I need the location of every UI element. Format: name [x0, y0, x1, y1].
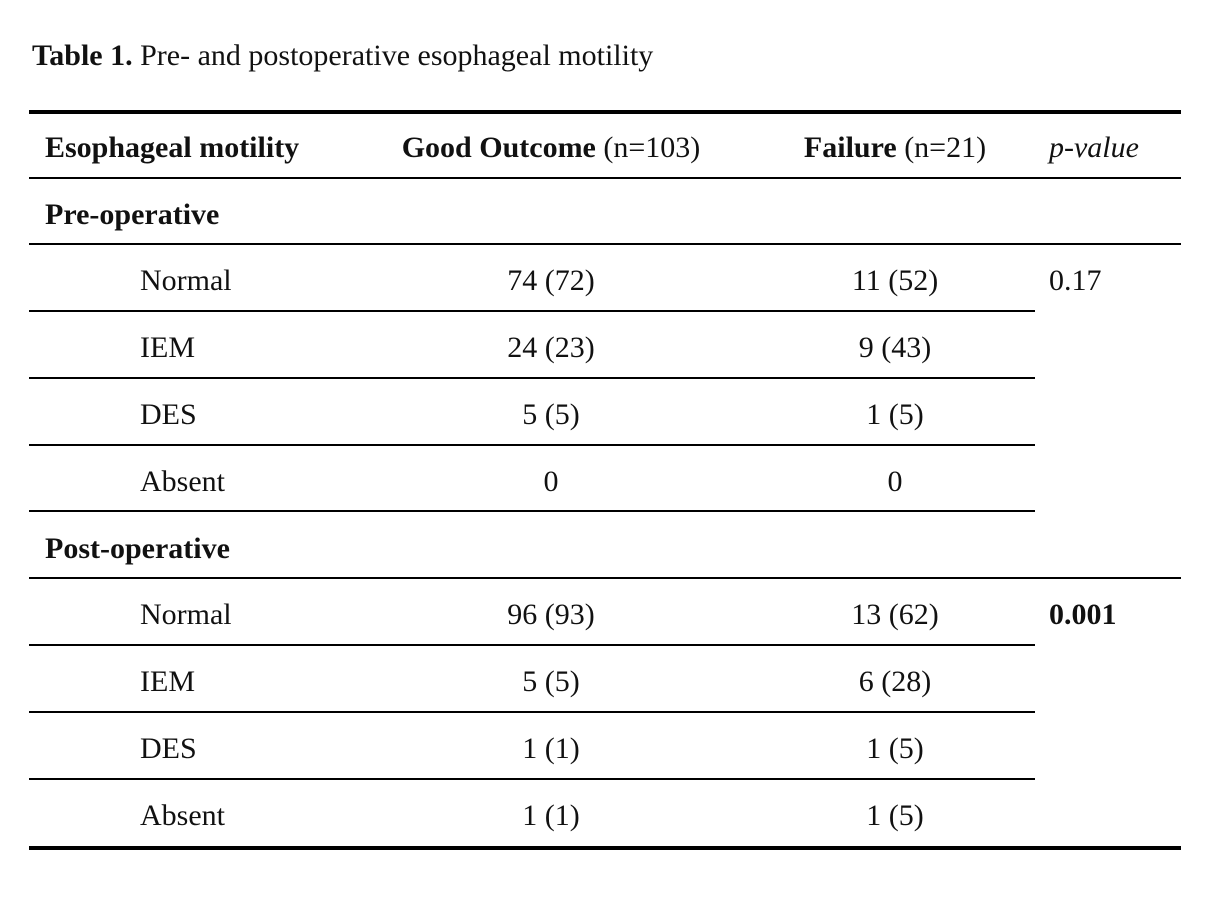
row-rule [29, 310, 1035, 312]
header-rule [29, 177, 1181, 179]
p-value-post-operative: 0.001 [1049, 598, 1117, 631]
header-failure: Failure (n=21) [804, 129, 986, 167]
row-label: Absent [140, 465, 225, 498]
table-caption-text: Pre- and postoperative esophageal motili… [140, 39, 654, 72]
row-good-outcome: 24 (23) [507, 331, 595, 364]
row-good-outcome: 1 (1) [522, 799, 580, 832]
row-label: Normal [140, 598, 232, 631]
p-value-pre-operative: 0.17 [1049, 264, 1102, 297]
row-rule [29, 711, 1035, 713]
row-good-outcome: 5 (5) [522, 398, 580, 431]
row-label: DES [140, 398, 197, 431]
row-failure: 9 (43) [858, 331, 932, 364]
row-failure: 1 (5) [866, 799, 924, 832]
row-good-outcome: 1 (1) [522, 732, 580, 765]
header-p-value: p-value [1049, 131, 1139, 164]
section-title-pre-operative: Pre-operative [45, 198, 220, 231]
table-caption-label: Table 1. [32, 39, 133, 72]
row-good-outcome: 74 (72) [507, 264, 595, 297]
header-failure-label: Failure [803, 131, 897, 164]
row-failure: 6 (28) [858, 665, 932, 698]
row-failure: 1 (5) [866, 732, 924, 765]
row-good-outcome: 0 [543, 465, 559, 498]
row-label: IEM [140, 331, 195, 364]
section-rule [29, 577, 1181, 579]
header-good-outcome: Good Outcome (n=103) [402, 129, 701, 167]
bottom-rule [29, 846, 1181, 850]
motility-table: Esophageal motility Good Outcome (n=103)… [29, 110, 1181, 850]
row-label: Absent [140, 799, 225, 832]
row-label: Normal [140, 264, 232, 297]
row-good-outcome: 5 (5) [522, 665, 580, 698]
top-rule [29, 110, 1181, 114]
row-label: IEM [140, 665, 195, 698]
row-failure: 13 (62) [851, 598, 939, 631]
row-rule [29, 778, 1035, 780]
row-failure: 11 (52) [851, 264, 939, 297]
header-good-outcome-label: Good Outcome [401, 131, 596, 164]
row-failure: 1 (5) [866, 398, 924, 431]
row-rule [29, 444, 1035, 446]
row-rule [29, 377, 1035, 379]
row-rule [29, 644, 1035, 646]
row-good-outcome: 96 (93) [507, 598, 595, 631]
section-rule [29, 243, 1181, 245]
header-failure-n: (n=21) [896, 131, 987, 164]
row-failure: 0 [887, 465, 903, 498]
header-good-outcome-n: (n=103) [595, 131, 701, 164]
table-caption: Table 1. Pre- and postoperative esophage… [32, 36, 653, 76]
section-title-post-operative: Post-operative [45, 532, 230, 565]
header-esophageal-motility: Esophageal motility [45, 131, 300, 164]
row-label: DES [140, 732, 197, 765]
row-rule [29, 510, 1035, 512]
